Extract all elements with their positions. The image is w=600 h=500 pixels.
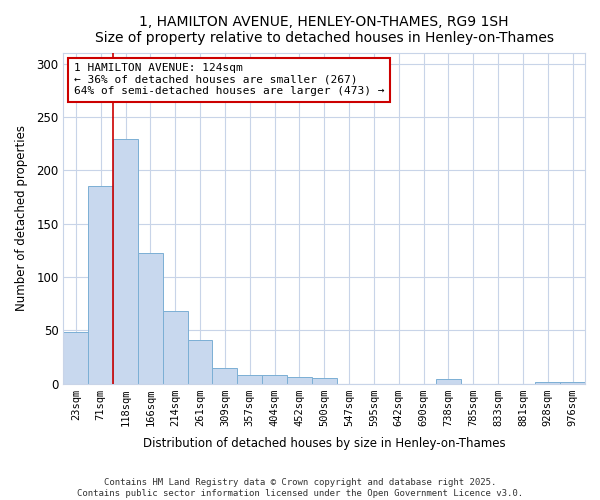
Bar (262, 375, 287, 384)
Bar (237, 375, 262, 384)
Bar (88, 186, 113, 384)
Bar (287, 377, 312, 384)
Title: 1, HAMILTON AVENUE, HENLEY-ON-THAMES, RG9 1SH
Size of property relative to detac: 1, HAMILTON AVENUE, HENLEY-ON-THAMES, RG… (95, 15, 554, 45)
Bar (436, 380, 461, 384)
Bar (64, 332, 88, 384)
Y-axis label: Number of detached properties: Number of detached properties (15, 126, 28, 312)
Bar (535, 382, 560, 384)
Bar (113, 138, 138, 384)
Bar (138, 252, 163, 384)
Text: Contains HM Land Registry data © Crown copyright and database right 2025.
Contai: Contains HM Land Registry data © Crown c… (77, 478, 523, 498)
Bar (163, 311, 188, 384)
Bar (560, 382, 585, 384)
Bar (312, 378, 337, 384)
Text: 1 HAMILTON AVENUE: 124sqm
← 36% of detached houses are smaller (267)
64% of semi: 1 HAMILTON AVENUE: 124sqm ← 36% of detac… (74, 63, 385, 96)
Bar (212, 368, 237, 384)
Bar (188, 340, 212, 384)
X-axis label: Distribution of detached houses by size in Henley-on-Thames: Distribution of detached houses by size … (143, 437, 506, 450)
